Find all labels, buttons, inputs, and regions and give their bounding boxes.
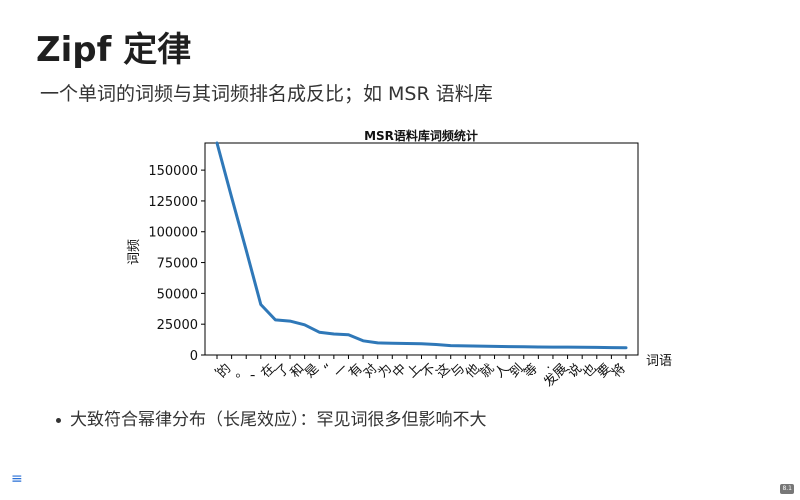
page-number: 8.1	[780, 484, 794, 494]
x-axis-label: 词语	[646, 354, 672, 369]
x-tick-label: 等	[521, 361, 542, 382]
frequency-line	[215, 141, 628, 350]
bullet-dot	[56, 417, 61, 423]
menu-icon[interactable]: ≡	[11, 471, 23, 487]
y-tick-label: 0	[190, 349, 198, 364]
y-axis: 0 25000 50000 75000 100000 125000 150000	[148, 164, 205, 364]
bullet-item: 大致符合幂律分布（长尾效应）：罕见词很多但影响不大	[56, 408, 487, 432]
y-axis-label: 词频	[127, 239, 142, 265]
slide-title: Zipf 定律	[36, 30, 192, 70]
y-tick-label: 75000	[157, 257, 198, 272]
chart-title: MSR语料库词频统计	[364, 128, 478, 143]
y-tick-label: 25000	[157, 318, 198, 333]
y-tick-label: 125000	[148, 195, 198, 210]
y-tick-label: 150000	[148, 164, 198, 179]
y-tick-label: 50000	[157, 287, 198, 302]
slide-subtitle: 一个单词的词频与其词频排名成反比；如 MSR 语料库	[40, 83, 493, 105]
plot-area	[204, 142, 639, 356]
x-tick-label: 是	[302, 361, 322, 381]
x-tick-label: 将	[609, 361, 629, 381]
y-tick-label: 100000	[148, 226, 198, 241]
bullet-text: 大致符合幂律分布（长尾效应）：罕见词很多但影响不大	[70, 410, 487, 430]
